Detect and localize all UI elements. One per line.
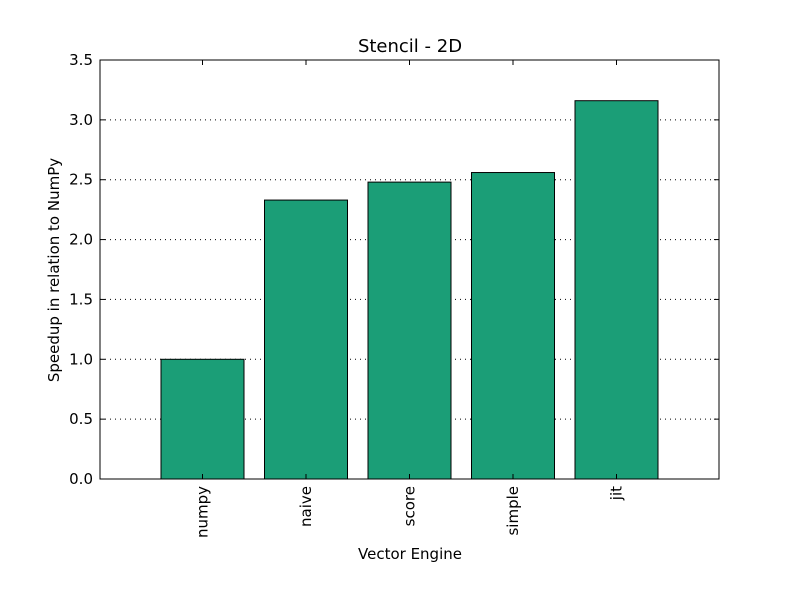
- bar-jit: [574, 100, 659, 480]
- bar-score: [367, 181, 452, 480]
- x-axis-ticks: numpy naive score simple jit: [194, 60, 626, 538]
- x-tick-label-simple: simple: [504, 486, 522, 536]
- y-tick-label: 1.0: [69, 350, 93, 368]
- x-axis-label: Vector Engine: [358, 545, 462, 563]
- x-tick-label-naive: naive: [297, 486, 315, 527]
- bar-simple: [471, 172, 555, 480]
- y-tick-label: 2.0: [69, 231, 93, 249]
- y-tick-label: 0.5: [69, 410, 93, 428]
- y-tick-label: 1.5: [69, 290, 93, 308]
- x-tick-label-jit: jit: [608, 486, 626, 501]
- bar-numpy: [160, 358, 245, 480]
- chart-title: Stencil - 2D: [358, 36, 462, 57]
- y-axis-ticks: 0.0 0.5 1.0 1.5 2.0 2.5 3.0 3.5: [69, 51, 719, 488]
- y-tick-label: 3.5: [69, 51, 93, 69]
- y-tick-label: 0.0: [69, 470, 93, 488]
- bars: [160, 100, 659, 480]
- x-tick-label-score: score: [401, 486, 419, 526]
- y-axis-label: Speedup in relation to NumPy: [45, 158, 63, 382]
- bar-naive: [264, 199, 348, 480]
- x-tick-label-numpy: numpy: [194, 486, 212, 538]
- y-tick-label: 3.0: [69, 111, 93, 129]
- y-tick-label: 2.5: [69, 171, 93, 189]
